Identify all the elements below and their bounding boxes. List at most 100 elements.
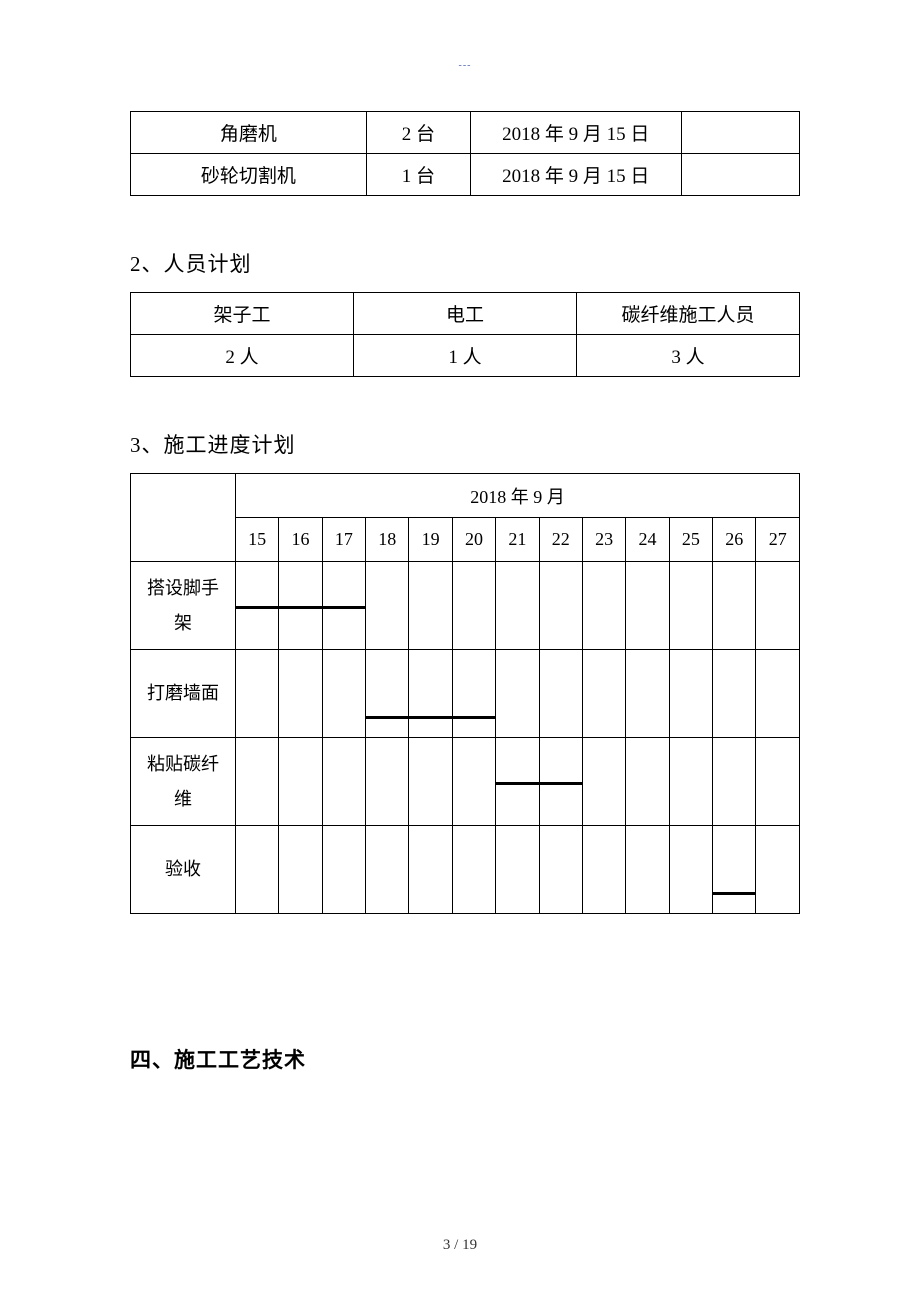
gantt-cell bbox=[496, 562, 539, 650]
gantt-cell bbox=[235, 650, 278, 738]
gantt-cell bbox=[539, 562, 582, 650]
gantt-cell bbox=[366, 650, 409, 738]
staff-value-cell: 3 人 bbox=[577, 335, 800, 377]
gantt-task-row: 验收 bbox=[131, 826, 800, 914]
gantt-cell bbox=[713, 650, 756, 738]
gantt-cell bbox=[669, 562, 712, 650]
gantt-day-header: 22 bbox=[539, 518, 582, 562]
page-footer: 3 / 19 bbox=[0, 1237, 920, 1254]
gantt-cell bbox=[452, 562, 495, 650]
gantt-task-row: 搭设脚手架 bbox=[131, 562, 800, 650]
section-4-title: 四、施工工艺技术 bbox=[130, 1044, 800, 1074]
gantt-cell bbox=[669, 738, 712, 826]
gantt-cell bbox=[756, 562, 800, 650]
gantt-cell bbox=[756, 650, 800, 738]
gantt-bar bbox=[452, 716, 496, 719]
equipment-cell bbox=[681, 112, 799, 154]
gantt-cell bbox=[539, 738, 582, 826]
gantt-bar bbox=[712, 892, 756, 895]
gantt-cell bbox=[322, 650, 365, 738]
equipment-cell: 2018 年 9 月 15 日 bbox=[471, 112, 682, 154]
gantt-cell bbox=[279, 826, 322, 914]
gantt-cell bbox=[235, 738, 278, 826]
gantt-day-header: 26 bbox=[713, 518, 756, 562]
gantt-cell bbox=[452, 738, 495, 826]
gantt-day-header: 23 bbox=[582, 518, 625, 562]
gantt-day-header: 21 bbox=[496, 518, 539, 562]
gantt-cell bbox=[582, 738, 625, 826]
gantt-task-name: 验收 bbox=[131, 826, 236, 914]
gantt-cell bbox=[626, 826, 669, 914]
table-row: 砂轮切割机1 台2018 年 9 月 15 日 bbox=[131, 154, 800, 196]
gantt-cell bbox=[409, 738, 452, 826]
staff-header-cell: 碳纤维施工人员 bbox=[577, 293, 800, 335]
equipment-table: 角磨机2 台2018 年 9 月 15 日砂轮切割机1 台2018 年 9 月 … bbox=[130, 111, 800, 196]
gantt-cell bbox=[235, 562, 278, 650]
gantt-day-header: 18 bbox=[366, 518, 409, 562]
gantt-cell bbox=[409, 562, 452, 650]
gantt-cell bbox=[452, 650, 495, 738]
gantt-task-name: 打磨墙面 bbox=[131, 650, 236, 738]
gantt-bar bbox=[235, 606, 279, 609]
gantt-cell bbox=[539, 826, 582, 914]
gantt-task-name: 粘贴碳纤维 bbox=[131, 738, 236, 826]
gantt-bar bbox=[495, 782, 539, 785]
staff-header-cell: 架子工 bbox=[131, 293, 354, 335]
gantt-cell bbox=[626, 650, 669, 738]
gantt-cell bbox=[322, 562, 365, 650]
staff-value-cell: 1 人 bbox=[354, 335, 577, 377]
gantt-day-header: 15 bbox=[235, 518, 278, 562]
gantt-cell bbox=[366, 562, 409, 650]
gantt-cell bbox=[279, 562, 322, 650]
section-staff-title: 2、人员计划 bbox=[130, 248, 800, 278]
gantt-cell bbox=[366, 826, 409, 914]
gantt-month-header: 2018 年 9 月 bbox=[235, 474, 799, 518]
gantt-task-row: 打磨墙面 bbox=[131, 650, 800, 738]
gantt-cell bbox=[756, 826, 800, 914]
gantt-cell bbox=[713, 826, 756, 914]
gantt-day-header: 16 bbox=[279, 518, 322, 562]
gantt-bar bbox=[365, 716, 409, 719]
gantt-day-header: 19 bbox=[409, 518, 452, 562]
gantt-day-header: 25 bbox=[669, 518, 712, 562]
gantt-bar bbox=[408, 716, 452, 719]
equipment-cell: 砂轮切割机 bbox=[131, 154, 367, 196]
gantt-table: 2018 年 9 月 15161718192021222324252627 搭设… bbox=[130, 473, 800, 914]
gantt-bar bbox=[278, 606, 322, 609]
equipment-cell: 2 台 bbox=[366, 112, 470, 154]
equipment-cell: 角磨机 bbox=[131, 112, 367, 154]
gantt-cell bbox=[496, 826, 539, 914]
gantt-task-header bbox=[131, 474, 236, 562]
gantt-day-header: 27 bbox=[756, 518, 800, 562]
gantt-cell bbox=[582, 650, 625, 738]
staff-header-cell: 电工 bbox=[354, 293, 577, 335]
gantt-cell bbox=[713, 562, 756, 650]
gantt-cell bbox=[409, 826, 452, 914]
gantt-cell bbox=[279, 738, 322, 826]
gantt-cell bbox=[669, 650, 712, 738]
table-row: 角磨机2 台2018 年 9 月 15 日 bbox=[131, 112, 800, 154]
gantt-cell bbox=[366, 738, 409, 826]
gantt-cell bbox=[409, 650, 452, 738]
gantt-cell bbox=[496, 650, 539, 738]
gantt-cell bbox=[756, 738, 800, 826]
gantt-cell bbox=[496, 738, 539, 826]
gantt-cell bbox=[452, 826, 495, 914]
gantt-day-header: 17 bbox=[322, 518, 365, 562]
section-schedule-title: 3、施工进度计划 bbox=[130, 429, 800, 459]
gantt-bar bbox=[539, 782, 583, 785]
gantt-bar bbox=[322, 606, 366, 609]
gantt-day-header: 20 bbox=[452, 518, 495, 562]
equipment-cell: 1 台 bbox=[366, 154, 470, 196]
gantt-cell bbox=[322, 826, 365, 914]
gantt-task-name: 搭设脚手架 bbox=[131, 562, 236, 650]
gantt-cell bbox=[582, 826, 625, 914]
gantt-cell bbox=[582, 562, 625, 650]
gantt-cell bbox=[322, 738, 365, 826]
staff-value-cell: 2 人 bbox=[131, 335, 354, 377]
gantt-cell bbox=[669, 826, 712, 914]
gantt-cell bbox=[626, 738, 669, 826]
gantt-day-header: 24 bbox=[626, 518, 669, 562]
gantt-cell bbox=[539, 650, 582, 738]
gantt-task-row: 粘贴碳纤维 bbox=[131, 738, 800, 826]
